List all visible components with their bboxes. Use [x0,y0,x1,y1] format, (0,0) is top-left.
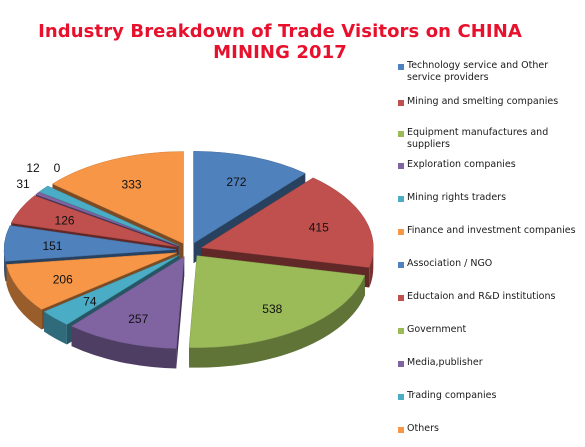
pie-edge-6 [4,249,6,282]
pie-slice-2 [188,255,366,348]
pie-slice-0 [193,151,306,244]
data-label-7: 126 [55,213,75,227]
data-label-10: 31 [16,177,30,191]
pie-slice-3 [70,256,185,349]
legend-label: Media,publisher [407,357,483,368]
pie-edge-5 [6,264,42,330]
legend-swatch [398,361,404,367]
legend-label: Mining and smelting companies [407,96,559,107]
legend-label: Trading companies [407,390,497,401]
pie-slice-11 [51,151,184,244]
legend-label: Mining rights traders [407,192,507,203]
legend-label: Equipment manufactures and suppliers [407,127,549,150]
legend-label: Exploration companies [407,159,516,170]
legend-swatch [398,131,404,137]
data-label-6: 151 [42,239,62,253]
legend-swatch [398,229,404,235]
legend-swatch [398,295,404,301]
data-label-0: 272 [226,175,246,189]
data-label-8: 0 [54,161,61,175]
data-label-5: 206 [53,272,73,286]
legend-swatch [398,100,404,106]
pie-labels: 272 415 538 257 74 206 151 126 0 12 31 333 [16,161,329,326]
pie-slice-1 [200,177,374,268]
pie-slice-4 [43,254,180,325]
pie-slice-6 [3,225,177,262]
pie-slice-7 [10,195,178,248]
legend-label: Government [407,324,467,335]
pie-edge-4 [44,311,67,345]
pie-chart: 272 415 538 257 74 206 151 126 0 12 31 333 [3,151,374,369]
chart-title: Industry Breakdown of Trade Visitors on … [38,21,522,63]
data-label-11: 333 [122,177,142,191]
data-label-1: 415 [309,221,329,235]
data-label-4: 74 [83,295,97,309]
legend-swatch [398,328,404,334]
pie-edge-3 [71,326,177,369]
data-label-9: 12 [26,161,40,175]
data-label-3: 257 [128,312,148,326]
legend-swatch [398,427,404,433]
legend-swatch [398,262,404,268]
data-label-2: 538 [262,302,282,316]
pie-slice-9 [35,191,179,247]
legend-swatch [398,196,404,202]
legend-swatch [398,64,404,70]
legend-label: Eductaion and R&D institutions [407,291,556,302]
legend-swatch [398,394,404,400]
pie-slice-5 [6,252,178,310]
legend-label: Technology service and Other service pro… [407,60,549,83]
pie-wall-3 [176,256,185,369]
legend-swatch [398,163,404,169]
pie-slice-10 [38,185,179,246]
pie-edge-2 [189,275,365,368]
legend-label: Others [407,423,439,434]
legend-label: Finance and investment companies [407,225,576,236]
pie-tops [3,151,374,349]
legend-label: Association / NGO [407,258,493,269]
